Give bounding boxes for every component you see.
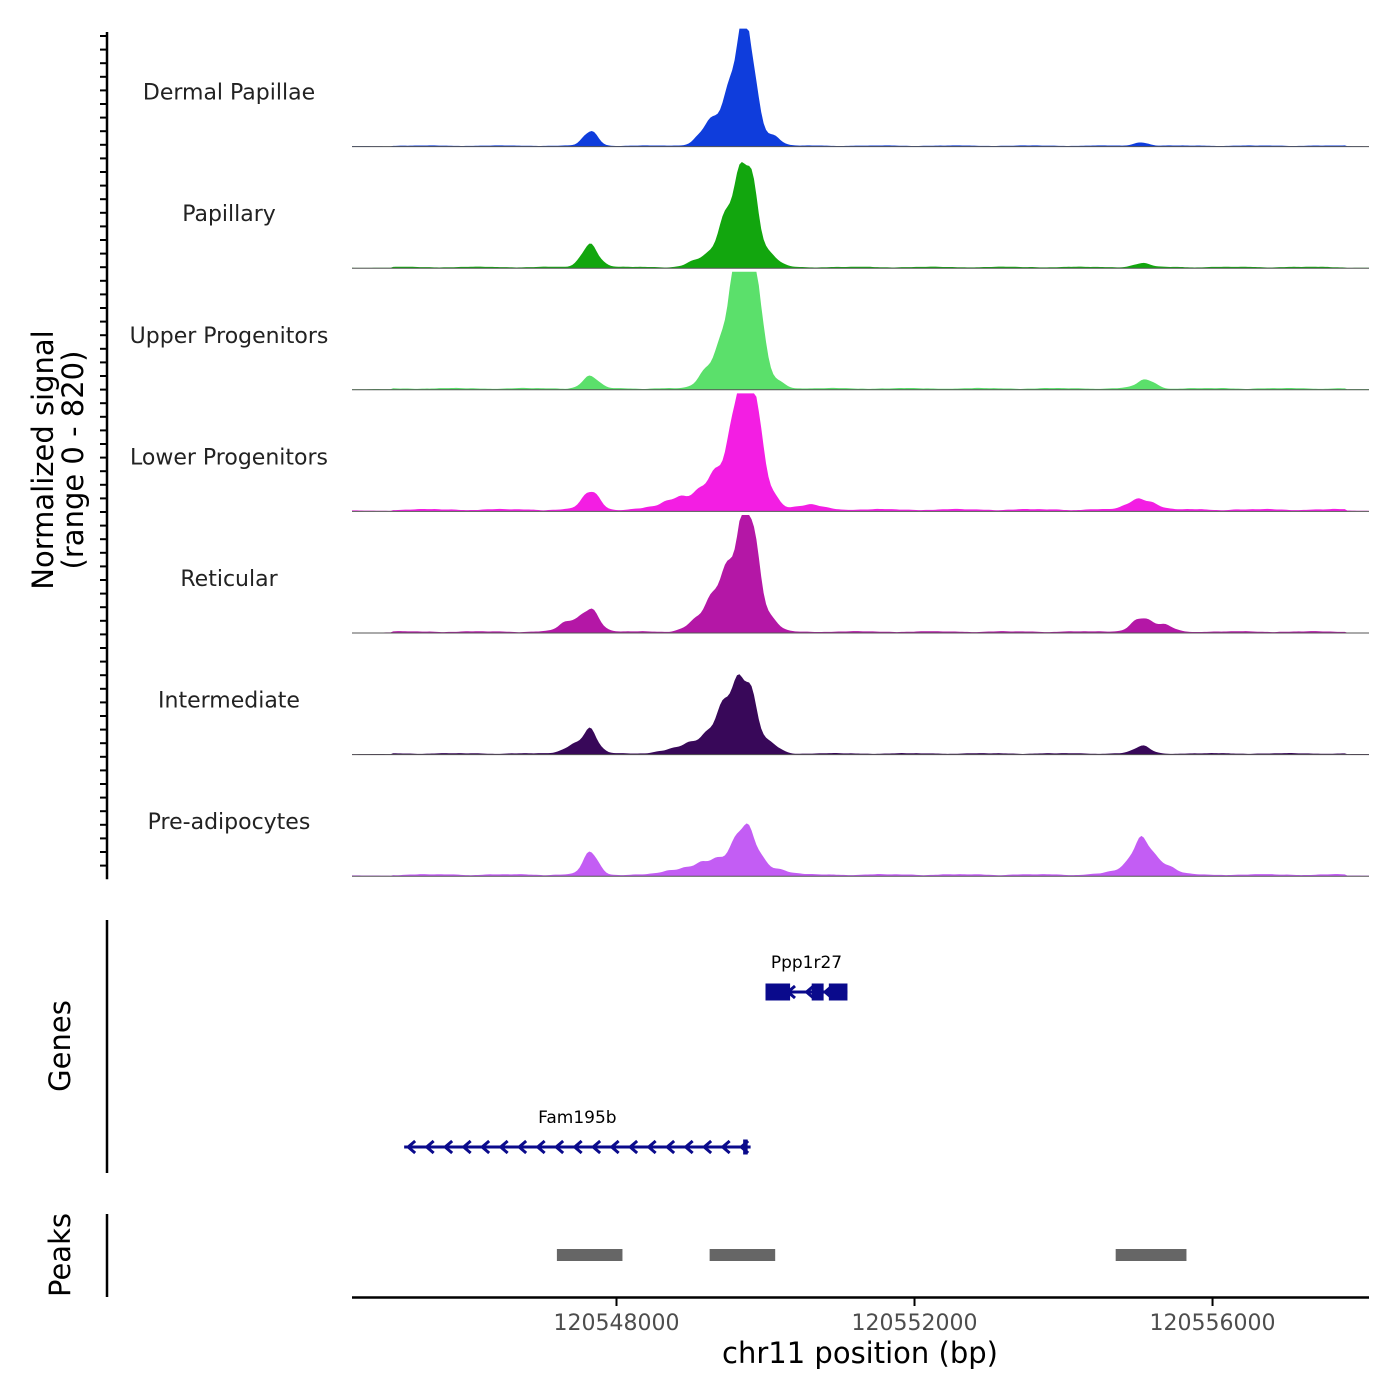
strand-arrow [498, 1139, 509, 1155]
coverage-area-upper-progenitors [352, 271, 1369, 390]
peak-regions-track [556, 1249, 1187, 1261]
genes-track-label: Genes [43, 1000, 77, 1092]
strand-arrow [424, 1139, 435, 1155]
coverage-area-dermal-papillae [352, 28, 1369, 147]
track-pre-adipocytes: Pre-adipocytes [148, 810, 1369, 877]
strand-arrow [535, 1139, 546, 1155]
strand-arrow [646, 1139, 657, 1155]
strand-arrow [442, 1139, 454, 1155]
coverage-area-lower-progenitors [352, 393, 1369, 512]
strand-arrow [553, 1139, 565, 1155]
strand-arrow [804, 984, 815, 1000]
gene-fam195b: Fam195b [404, 1108, 751, 1155]
strand-arrow [701, 1139, 713, 1155]
strand-arrow [405, 1139, 417, 1155]
track-papillary: Papillary [182, 161, 1369, 269]
track-label: Intermediate [158, 689, 300, 714]
strand-arrow [479, 1139, 491, 1155]
x-tick-label: 120552000 [852, 1311, 978, 1336]
strand-arrow [572, 1139, 583, 1155]
x-tick-label: 120556000 [1150, 1311, 1276, 1336]
track-label: Upper Progenitors [130, 324, 329, 349]
track-label: Papillary [182, 202, 276, 227]
x-axis: 120548000 120552000 120556000 [352, 1296, 1369, 1336]
strand-arrow [720, 1139, 731, 1155]
peaks-track-label: Peaks [43, 1213, 77, 1297]
peak-region [556, 1249, 623, 1261]
gene-label: Ppp1r27 [771, 953, 842, 973]
coverage-tracks: Dermal Papillae Papillary Upper Progenitor… [130, 28, 1369, 877]
gene-exon [743, 1139, 748, 1155]
gene-exon [765, 983, 791, 1001]
track-upper-progenitors: Upper Progenitors [130, 271, 1369, 391]
track-lower-progenitors: Lower Progenitors [130, 393, 1369, 512]
strand-arrow [664, 1139, 676, 1155]
y-axis-title-line1: Normalized signal [26, 330, 60, 589]
track-intermediate: Intermediate [158, 674, 1369, 756]
x-axis-title: chr11 position (bp) [722, 1336, 998, 1370]
track-label: Pre-adipocytes [148, 810, 311, 835]
coverage-area-pre-adipocytes [352, 823, 1369, 877]
strand-arrow [516, 1139, 528, 1155]
track-reticular: Reticular [180, 515, 1369, 634]
gene-exon [828, 983, 848, 1001]
strand-arrow [609, 1139, 620, 1155]
peak-region [1115, 1249, 1187, 1261]
strand-arrow [590, 1139, 602, 1155]
track-label: Dermal Papillae [143, 81, 315, 106]
gene-label: Fam195b [538, 1108, 616, 1128]
coverage-area-intermediate [352, 674, 1369, 755]
y-axis-title: Normalized signal (range 0 - 820) [26, 330, 90, 589]
gene-exon [811, 983, 824, 1001]
x-tick-label: 120548000 [554, 1311, 680, 1336]
gene-annotation-track: Ppp1r27 Fam195b [404, 953, 848, 1155]
track-label: Lower Progenitors [130, 445, 328, 470]
track-label: Reticular [180, 567, 278, 592]
strand-arrow [627, 1139, 639, 1155]
y-axis [100, 32, 109, 880]
y-axis-title-line2: (range 0 - 820) [56, 351, 90, 570]
track-dermal-papillae: Dermal Papillae [143, 28, 1369, 148]
coverage-area-papillary [352, 161, 1369, 269]
peak-region [709, 1249, 776, 1261]
strand-arrow [683, 1139, 694, 1155]
coverage-area-reticular [352, 515, 1369, 633]
gene-ppp1r27: Ppp1r27 [765, 953, 848, 1001]
strand-arrow [461, 1139, 472, 1155]
